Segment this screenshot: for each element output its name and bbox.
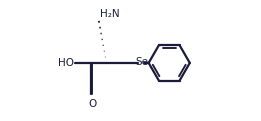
Text: Se: Se: [135, 57, 148, 67]
Text: H₂N: H₂N: [100, 9, 119, 19]
Text: O: O: [88, 99, 97, 109]
Text: HO: HO: [58, 58, 74, 68]
